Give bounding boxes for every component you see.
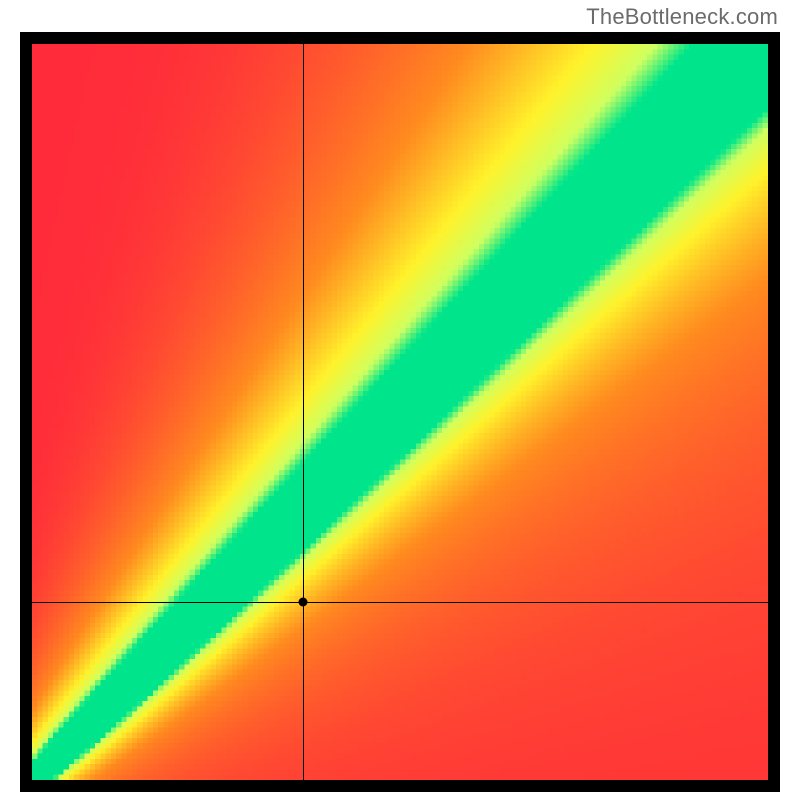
plot-area [32, 44, 768, 780]
bottleneck-heatmap [32, 44, 768, 780]
crosshair-horizontal [32, 602, 768, 603]
chart-frame [20, 32, 780, 792]
crosshair-vertical [303, 44, 304, 780]
chart-container: TheBottleneck.com [0, 0, 800, 800]
marker-dot [298, 597, 307, 606]
watermark-text: TheBottleneck.com [586, 4, 778, 30]
